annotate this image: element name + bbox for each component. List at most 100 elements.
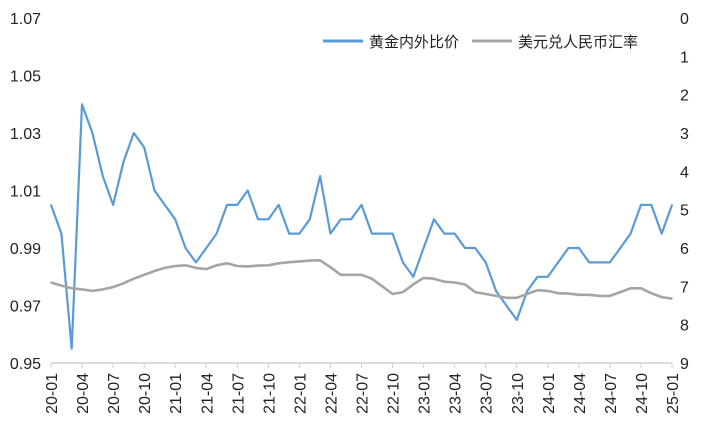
legend-label-usdcny: 美元兑人民币汇率	[518, 33, 638, 51]
data-point-gold-ratio	[464, 247, 466, 249]
right-tick-label: 9	[680, 356, 689, 373]
data-point-gold-ratio	[174, 218, 176, 221]
left-tick-label: 1.01	[10, 184, 41, 201]
data-point-gold-ratio	[236, 204, 239, 206]
data-point-usdcny	[205, 268, 208, 270]
data-point-usdcny	[536, 289, 539, 291]
data-point-gold-ratio	[329, 232, 332, 235]
data-point-gold-ratio	[588, 261, 590, 264]
data-point-gold-ratio	[122, 160, 125, 163]
left-tick-label: 1.05	[10, 69, 41, 86]
data-point-gold-ratio	[412, 275, 415, 278]
left-tick-label: 1.03	[10, 126, 41, 143]
data-point-gold-ratio	[143, 146, 145, 149]
data-point-usdcny	[567, 292, 570, 295]
data-point-usdcny	[164, 267, 166, 269]
x-tick-label: 20-07	[106, 373, 123, 414]
data-point-usdcny	[112, 286, 114, 288]
data-point-usdcny	[101, 288, 104, 291]
data-point-gold-ratio	[505, 304, 508, 307]
data-point-gold-ratio	[298, 232, 301, 235]
data-point-gold-ratio	[340, 218, 342, 221]
data-point-gold-ratio	[288, 232, 290, 235]
right-tick-label: 3	[680, 126, 689, 143]
data-point-gold-ratio	[598, 261, 601, 264]
data-point-gold-ratio	[195, 261, 197, 264]
data-point-usdcny	[257, 264, 259, 267]
data-point-gold-ratio	[515, 319, 518, 321]
data-point-usdcny	[474, 291, 477, 293]
x-tick-label: 22-07	[355, 373, 372, 414]
data-point-gold-ratio	[484, 261, 487, 264]
data-point-usdcny	[50, 281, 52, 284]
data-point-gold-ratio	[277, 204, 280, 206]
data-point-gold-ratio	[660, 232, 663, 235]
data-point-gold-ratio	[70, 347, 73, 350]
legend-label-gold-ratio: 黄金内外比价	[369, 33, 459, 51]
series-line-usdcny	[50, 258, 673, 300]
data-point-usdcny	[443, 280, 446, 283]
data-point-usdcny	[60, 284, 63, 287]
data-point-gold-ratio	[402, 261, 404, 264]
left-tick-label: 0.97	[10, 299, 41, 316]
data-point-gold-ratio	[205, 247, 208, 249]
data-point-gold-ratio	[319, 175, 321, 177]
data-point-usdcny	[660, 296, 663, 298]
data-point-gold-ratio	[629, 232, 632, 235]
data-point-usdcny	[371, 277, 373, 280]
data-point-usdcny	[609, 295, 611, 297]
data-point-gold-ratio	[495, 290, 497, 292]
data-point-usdcny	[308, 259, 311, 262]
data-point-gold-ratio	[671, 204, 673, 206]
x-tick-label: 23-04	[448, 373, 465, 414]
x-tick-label: 24-04	[572, 373, 589, 414]
data-point-gold-ratio	[371, 232, 373, 235]
data-point-usdcny	[484, 293, 487, 295]
data-point-usdcny	[246, 265, 249, 268]
data-point-usdcny	[226, 262, 228, 265]
data-point-gold-ratio	[381, 232, 384, 235]
data-point-usdcny	[360, 274, 363, 276]
x-axis-ticks: 20-01 20-04 20-07 20-10 21-01 21-04 21-07 21-10…	[44, 363, 682, 414]
data-point-gold-ratio	[578, 247, 580, 249]
data-point-usdcny	[671, 297, 673, 300]
data-point-gold-ratio	[60, 232, 63, 235]
data-point-gold-ratio	[619, 247, 622, 249]
right-tick-label: 8	[680, 318, 689, 335]
data-point-gold-ratio	[50, 204, 52, 206]
data-point-usdcny	[381, 285, 384, 288]
data-point-gold-ratio	[112, 204, 114, 206]
data-point-usdcny	[81, 288, 83, 291]
data-point-usdcny	[277, 262, 280, 265]
x-tick-label: 22-04	[323, 373, 340, 414]
data-point-usdcny	[422, 277, 425, 279]
left-tick-label: 0.99	[10, 241, 41, 258]
x-tick-label: 24-07	[603, 373, 620, 414]
x-tick-label: 21-04	[199, 373, 216, 414]
data-point-usdcny	[453, 281, 456, 284]
x-tick-label: 23-07	[479, 373, 496, 414]
data-point-usdcny	[340, 274, 342, 276]
x-tick-label: 23-01	[417, 373, 434, 414]
x-tick-label: 20-04	[75, 373, 92, 414]
data-point-gold-ratio	[81, 103, 83, 106]
data-point-usdcny	[174, 265, 176, 267]
x-tick-label: 23-10	[510, 373, 527, 414]
data-point-usdcny	[391, 293, 394, 295]
data-point-usdcny	[495, 295, 497, 297]
data-point-gold-ratio	[164, 204, 166, 206]
x-tick-label: 20-01	[44, 373, 61, 414]
data-point-gold-ratio	[422, 247, 425, 249]
x-tick-label: 20-10	[137, 373, 154, 414]
data-point-gold-ratio	[391, 232, 394, 235]
data-point-gold-ratio	[557, 261, 559, 264]
data-point-usdcny	[598, 295, 601, 297]
series-layer	[49, 103, 674, 350]
data-point-usdcny	[578, 293, 580, 296]
right-tick-label: 7	[680, 279, 689, 296]
right-tick-label: 1	[680, 49, 689, 66]
data-point-usdcny	[122, 282, 125, 285]
data-point-gold-ratio	[257, 218, 259, 221]
data-point-gold-ratio	[433, 218, 435, 221]
left-y-axis-ticks: 0.95 0.97 0.99 1.01 1.03 1.05 1.07	[10, 11, 41, 373]
